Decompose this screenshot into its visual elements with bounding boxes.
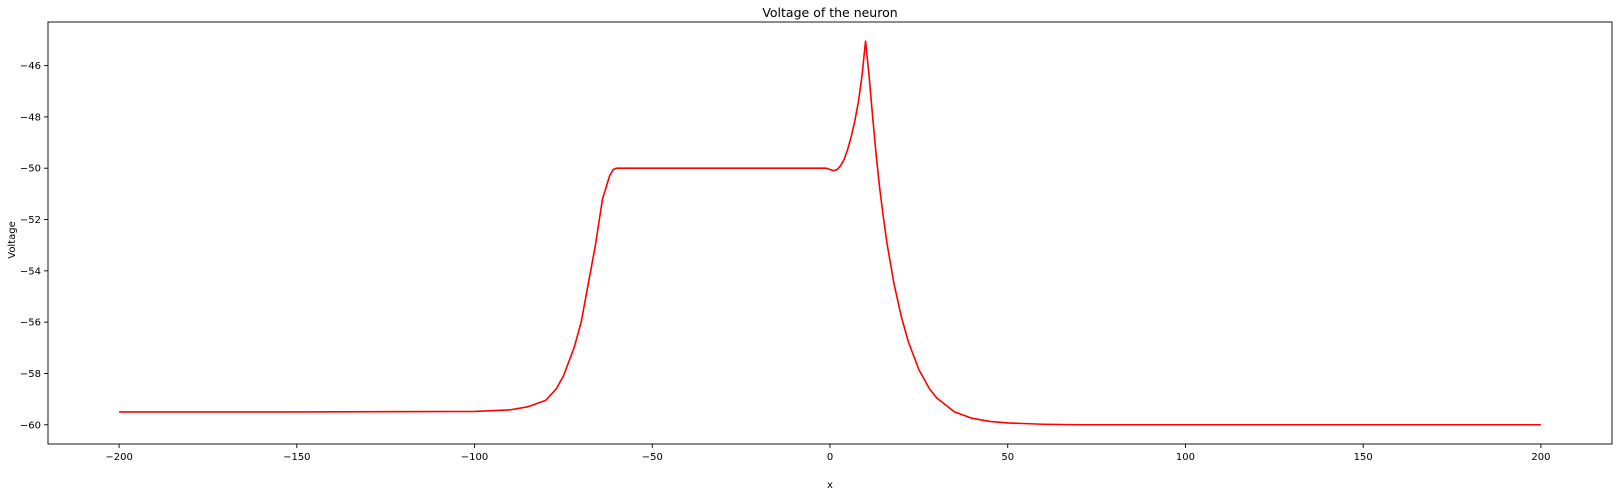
x-tick-label: −200 — [105, 452, 132, 463]
y-axis-label: Voltage — [7, 221, 18, 259]
x-tick-label: 200 — [1531, 452, 1550, 463]
y-tick-label: −58 — [20, 369, 41, 380]
x-tick-label: −50 — [642, 452, 663, 463]
x-tick-label: 50 — [1001, 452, 1014, 463]
y-tick-label: −60 — [20, 420, 41, 431]
x-tick-label: −100 — [461, 452, 488, 463]
y-tick-label: −52 — [20, 215, 41, 226]
x-tick-label: −150 — [283, 452, 310, 463]
y-tick-label: −46 — [20, 61, 41, 72]
y-tick-label: −50 — [20, 164, 41, 175]
series-line-0 — [119, 40, 1541, 426]
y-tick-label: −56 — [20, 318, 41, 329]
x-tick-label: 150 — [1354, 452, 1373, 463]
x-axis-label: x — [827, 480, 833, 491]
y-tick-label: −48 — [20, 112, 41, 123]
plot-area: −200 −150 −100 −50 0 50 100 150 200 −60 −58 −56 −54 −… — [20, 21, 1613, 463]
x-tick-label: 100 — [1176, 452, 1195, 463]
y-tick-label: −54 — [20, 266, 41, 277]
chart-title: Voltage of the neuron — [762, 5, 897, 20]
x-tick-label: 0 — [827, 452, 833, 463]
axes-frame — [47, 21, 1613, 445]
